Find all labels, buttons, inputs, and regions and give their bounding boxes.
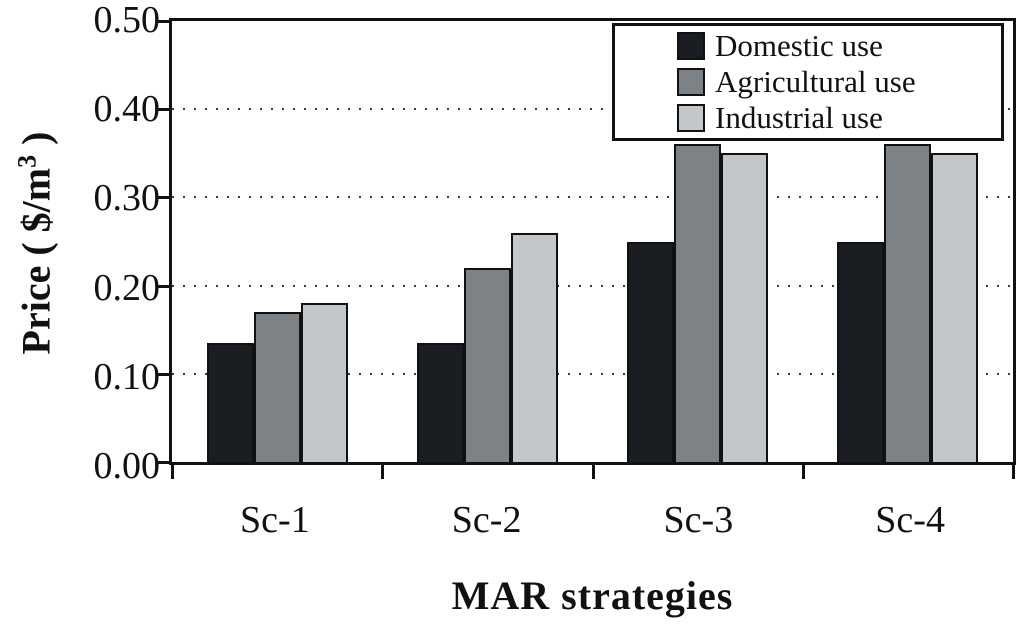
legend-row-domestic: Domestic use (677, 28, 1001, 64)
legend-label-industrial: Industrial use (715, 100, 883, 135)
y-tick-label-040: 0.40 (93, 88, 161, 130)
x-tick-mark-3 (801, 465, 805, 479)
x-tick-mark-1 (381, 465, 385, 479)
y-tick-label-010: 0.10 (93, 356, 161, 398)
x-tick-mark-4 (1012, 465, 1015, 479)
bar-industrial-sc-3 (721, 153, 769, 462)
gridline-020 (172, 284, 1013, 287)
x-tick-mark-0 (171, 465, 174, 479)
x-category-label-sc3: Sc-3 (663, 499, 734, 541)
y-axis-title-superscript: 3 (12, 154, 42, 168)
bar-domestic-sc-4 (837, 241, 885, 462)
bar-group-sc-4 (803, 21, 1013, 462)
bar-agricultural-sc-3 (674, 144, 722, 462)
bar-domestic-sc-3 (627, 241, 675, 462)
bar-group-sc-3 (593, 21, 803, 462)
y-tick-label-020: 0.20 (93, 267, 161, 309)
y-tick-mark-000 (156, 461, 170, 464)
y-tick-label-000: 0.00 (93, 445, 161, 487)
bar-agricultural-sc-4 (884, 144, 932, 462)
legend: Domestic use Agricultural use Industrial… (612, 23, 1004, 141)
bar-industrial-sc-1 (300, 303, 348, 462)
y-tick-mark-050 (156, 20, 170, 23)
bar-domestic-sc-1 (206, 342, 254, 462)
y-axis-title: Price ( $/m3 ) (12, 132, 59, 355)
y-tick-mark-040 (156, 108, 170, 112)
x-category-label-sc2: Sc-2 (451, 499, 522, 541)
y-tick-mark-010 (156, 372, 170, 376)
x-category-labels: Sc-1 Sc-2 Sc-3 Sc-4 (169, 498, 1016, 542)
x-category-label-sc1: Sc-1 (240, 499, 310, 541)
y-tick-label-050: 0.50 (93, 0, 161, 41)
legend-swatch-agricultural (677, 68, 705, 96)
gridline-040 (172, 108, 1013, 111)
bar-agricultural-sc-1 (253, 312, 301, 462)
legend-row-industrial: Industrial use (677, 100, 1001, 136)
x-tick-mark-2 (591, 465, 595, 479)
bar-group-sc-2 (382, 21, 592, 462)
y-tick-label-030: 0.30 (93, 177, 161, 219)
bar-industrial-sc-2 (510, 232, 558, 462)
gridline-030 (172, 196, 1013, 199)
legend-swatch-domestic (677, 32, 705, 60)
legend-label-domestic: Domestic use (715, 28, 883, 63)
legend-row-agricultural: Agricultural use (677, 64, 1001, 100)
bar-agricultural-sc-2 (463, 267, 511, 462)
legend-swatch-industrial (677, 104, 705, 132)
bar-groups (172, 21, 1013, 462)
y-tick-mark-030 (156, 196, 170, 200)
y-axis-title-prefix: Price ( $/m (13, 167, 59, 355)
bar-domestic-sc-2 (416, 342, 464, 462)
bar-group-sc-1 (172, 21, 382, 462)
legend-label-agricultural: Agricultural use (715, 64, 916, 99)
bar-industrial-sc-4 (931, 153, 979, 462)
y-axis-title-suffix: ) (13, 131, 59, 155)
x-category-label-sc4: Sc-4 (875, 499, 945, 541)
x-axis-title: MAR strategies (451, 573, 734, 618)
gridline-010 (172, 372, 1013, 375)
y-tick-mark-020 (156, 284, 170, 288)
